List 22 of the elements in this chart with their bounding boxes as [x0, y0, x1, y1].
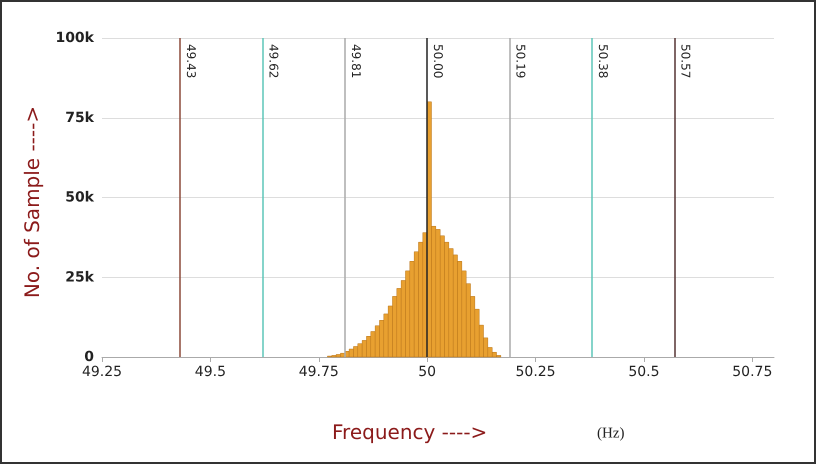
y-axis-title: No. of Sample ----> — [20, 106, 44, 298]
x-axis-title: Frequency ----> — [332, 420, 488, 444]
x-tick-label: 49.5 — [194, 364, 226, 380]
y-tick-label: 100k — [55, 30, 95, 46]
ref-line-label: 49.81 — [348, 44, 363, 78]
ref-line-label: 49.62 — [266, 44, 280, 78]
ref-line-label: 50.00 — [431, 44, 446, 78]
y-tick-label: 75k — [65, 110, 95, 126]
x-tick-label: 50 — [418, 364, 436, 380]
y-tick-label: 50k — [65, 190, 95, 206]
x-tick-label: 49.75 — [298, 364, 339, 380]
ref-line-label: 50.19 — [514, 44, 528, 78]
ref-line-label: 50.38 — [596, 44, 610, 78]
x-tick-label: 49.25 — [82, 364, 122, 380]
x-tick-label: 50.25 — [516, 364, 556, 380]
x-tick-label: 50.5 — [628, 364, 660, 380]
y-tick-label: 0 — [84, 349, 94, 365]
ref-line-label: 49.43 — [184, 44, 198, 78]
ref-line-label: 50.57 — [678, 44, 692, 78]
text: (Hz) — [597, 426, 624, 442]
y-tick-label: 25k — [65, 269, 95, 286]
x-tick-label: 50.75 — [732, 364, 772, 380]
